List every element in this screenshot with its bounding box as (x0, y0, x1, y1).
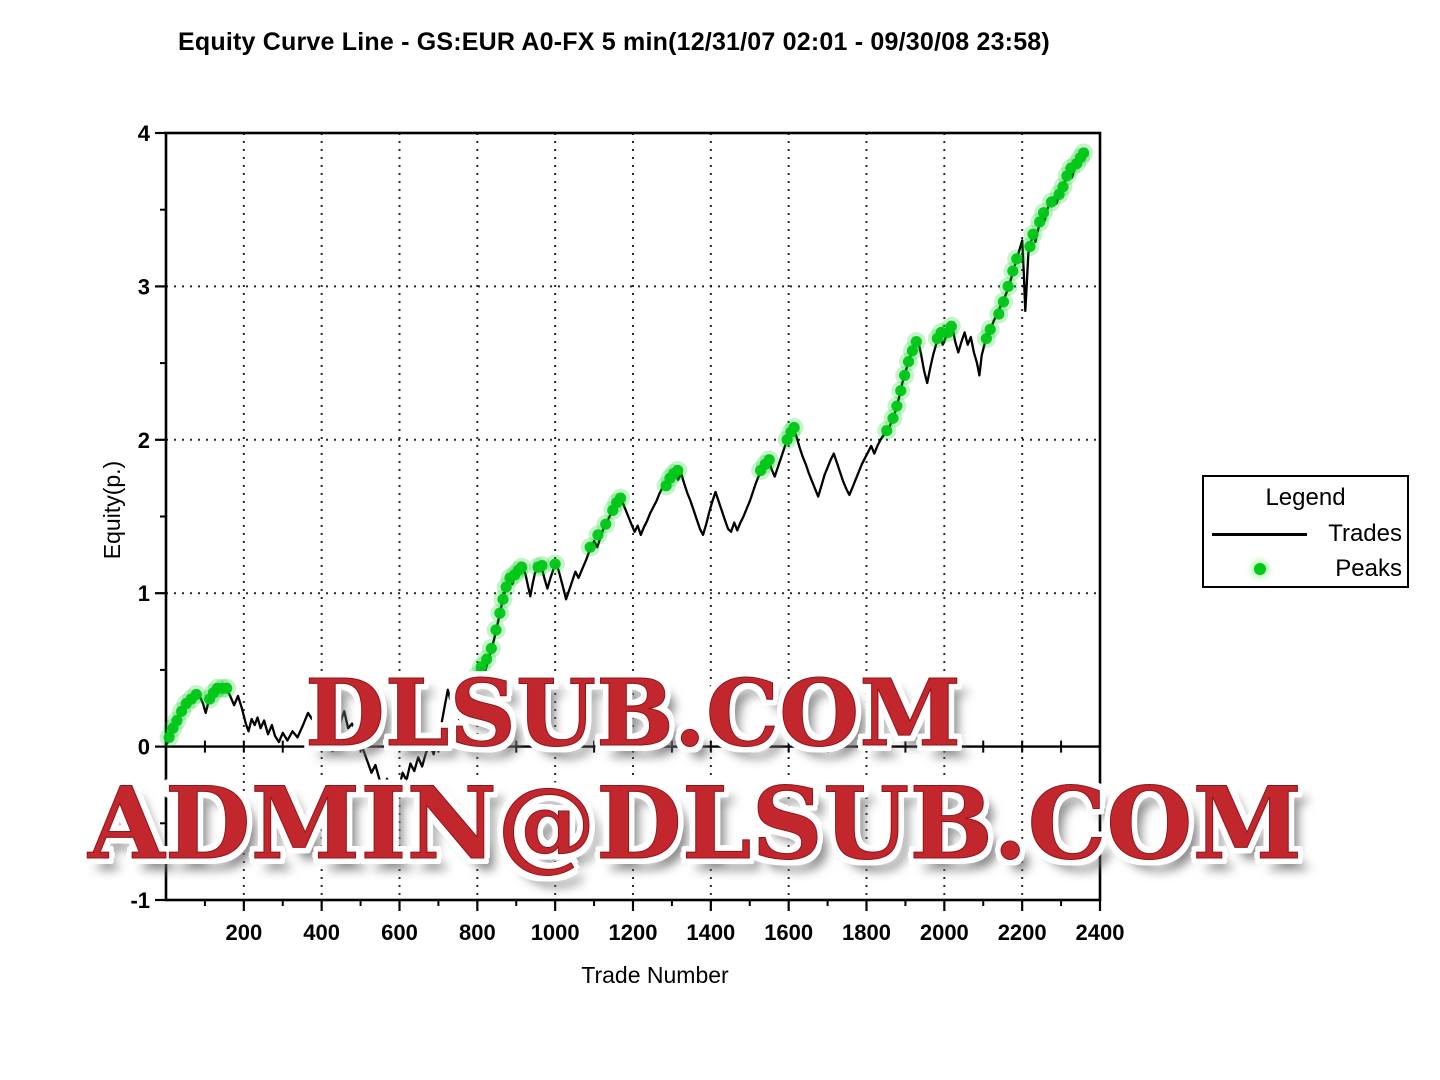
x-tick-label: 2200 (998, 920, 1047, 945)
peak-dot (1045, 196, 1057, 208)
peak-dot (993, 308, 1005, 320)
peak-dot (485, 642, 497, 655)
equity-chart: -1 0 1 2 3 4 200 400 600 800 1000 1200 1400 1600 1800 2… (130, 121, 1125, 945)
peak-dot (1078, 147, 1090, 159)
peak-dot (906, 345, 919, 357)
peak-dot (490, 624, 502, 636)
peak-dot (902, 355, 915, 368)
peak-dot (549, 558, 561, 570)
peak-dot (899, 369, 911, 381)
peak-dot (592, 529, 604, 541)
x-tick-label: 600 (381, 920, 418, 945)
peak-dot (945, 320, 957, 332)
peak-dot (1011, 253, 1023, 265)
peak-dot (980, 332, 992, 345)
y-tick-label: 4 (138, 121, 151, 146)
peak-dot (500, 581, 512, 593)
x-tick-label: 400 (303, 920, 340, 945)
peak-dot (891, 400, 903, 412)
legend-label-trades: Trades (1328, 520, 1402, 547)
peak-dot (788, 421, 800, 434)
peak-dot (516, 561, 528, 573)
y-axis-title: Equity(p.) (99, 460, 125, 560)
x-tick-label: 1600 (764, 920, 813, 945)
peak-dot (881, 424, 893, 437)
peak-dot (1024, 240, 1036, 253)
peak-dot (1034, 216, 1046, 228)
x-tick-label: 800 (459, 920, 496, 945)
peak-dot (1007, 265, 1019, 277)
peak-dot (470, 670, 483, 682)
peak-dot (1002, 280, 1014, 292)
peak-dot (997, 296, 1010, 308)
x-axis-title: Trade Number (581, 962, 729, 988)
peak-dot (895, 385, 907, 397)
peak-dot (536, 559, 548, 572)
peak-dot (163, 731, 175, 743)
legend-label-peaks: Peaks (1335, 555, 1402, 582)
x-tick-label: 2400 (1076, 920, 1125, 945)
y-tick-label: 2 (138, 428, 150, 453)
peak-dot (481, 653, 493, 665)
peak-dot (600, 518, 612, 530)
peaks-dot-sample (1254, 563, 1266, 575)
peak-dot (910, 336, 922, 348)
y-tick-label: 3 (138, 274, 150, 299)
peak-dot (190, 688, 202, 701)
y-tick-label: 0 (138, 735, 150, 760)
x-tick-label: 1200 (609, 920, 658, 945)
peak-dot (887, 412, 899, 424)
watermark-dlsub: DLSUB.COM (304, 659, 962, 767)
peak-dot (672, 464, 684, 477)
x-tick-label: 2000 (920, 920, 969, 945)
peak-dot (584, 541, 596, 553)
peak-dot (984, 323, 996, 335)
x-tick-label: 200 (225, 920, 262, 945)
watermark-admin-dlsub: ADMIN@DLSUB.COM (87, 766, 1303, 882)
peak-dot (494, 607, 506, 619)
plot-frame (164, 131, 1102, 902)
peak-dot (497, 593, 509, 605)
peak-dot (171, 714, 183, 727)
peak-dot (1027, 228, 1039, 240)
peak-dot (221, 682, 233, 694)
chart-title: Equity Curve Line - GS:EUR A0-FX 5 min(1… (178, 28, 1050, 56)
x-tick-label: 1800 (842, 920, 891, 945)
peak-dot (1037, 207, 1050, 219)
peak-dot (763, 454, 775, 466)
peak-dot (614, 492, 627, 504)
y-tick-label: -1 (130, 888, 150, 913)
y-tick-label: 1 (138, 581, 150, 606)
trades-line-sample (1212, 532, 1307, 536)
peak-dot (1057, 181, 1069, 193)
legend-box: Legend Trades Peaks (1202, 475, 1409, 588)
legend-title: Legend (1265, 484, 1346, 511)
legend-row-trades: Trades (1204, 520, 1407, 547)
legend-row-peaks: Peaks (1204, 555, 1407, 582)
x-tick-label: 1000 (531, 920, 580, 945)
x-tick-label: 1400 (686, 920, 735, 945)
